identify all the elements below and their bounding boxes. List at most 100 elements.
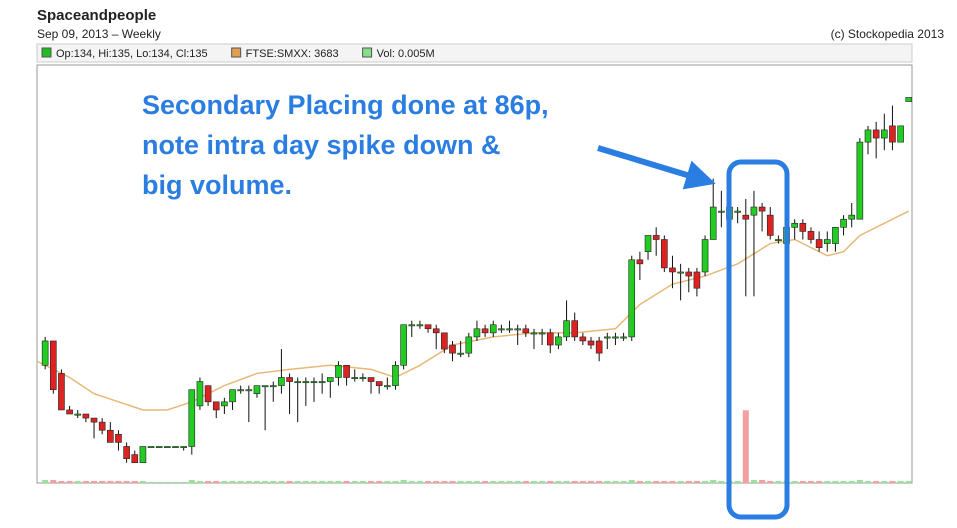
volume-bar [636, 480, 643, 483]
candle-body [41, 340, 49, 366]
volume-bar [750, 479, 757, 483]
volume-bar [433, 480, 440, 483]
candle-body [90, 417, 98, 423]
candle-body [506, 328, 513, 331]
volume-bar [881, 480, 888, 483]
volume-bar [270, 480, 277, 483]
candle-body [832, 227, 839, 244]
volume-bar [596, 480, 603, 483]
volume-bar [807, 480, 814, 483]
candle-body [172, 446, 179, 448]
volume-bar [579, 480, 586, 483]
candle-body [677, 271, 684, 274]
volume-bar [42, 479, 49, 483]
volume-bar [604, 480, 611, 483]
candle-body [98, 421, 106, 431]
volume-bar [791, 480, 798, 483]
volume-bar [408, 480, 415, 483]
volume-bar [311, 480, 318, 483]
candle-body [864, 129, 872, 143]
annotation-arrow [597, 145, 716, 190]
volume-bar [702, 480, 709, 483]
volume-bar [840, 480, 847, 483]
candle-body [709, 206, 717, 240]
candle-body [245, 389, 253, 392]
candle-body [107, 429, 114, 443]
candle-body [375, 381, 383, 386]
candle-body [294, 381, 302, 384]
candle-body [595, 340, 603, 354]
volume-bar [449, 480, 456, 483]
volume-bar [262, 480, 269, 483]
volume-bar [571, 480, 578, 483]
volume-bar [99, 480, 106, 483]
volume-bar [148, 481, 155, 483]
volume-bar [457, 480, 464, 483]
candle-body [416, 324, 424, 327]
candle-body [392, 365, 399, 386]
volume-bar [335, 480, 342, 483]
volume-bar [205, 480, 212, 483]
volume-bar [645, 480, 652, 483]
candle-body [489, 324, 497, 334]
volume-bar [653, 480, 660, 483]
volume-bar [465, 480, 472, 483]
candle-body [758, 206, 766, 212]
volume-bar [506, 480, 513, 483]
legend-bar [36, 43, 913, 63]
volume-bar [628, 479, 635, 483]
candle-body [693, 271, 701, 289]
volume-bar [237, 480, 244, 483]
candle-body [384, 385, 391, 388]
candle-body [147, 446, 155, 448]
candle-body [465, 336, 473, 354]
volume-bar [139, 480, 146, 483]
legend-swatch [41, 47, 52, 58]
candle-body [750, 206, 758, 216]
candle-body [791, 222, 798, 228]
legend-label: FTSE:SMXX: 3683 [246, 48, 339, 60]
candle-body [115, 434, 122, 443]
candle-body [58, 373, 65, 411]
candle-body [164, 446, 171, 448]
candle-body [441, 332, 448, 350]
volume-bar [482, 480, 489, 483]
candle-body [155, 446, 163, 448]
volume-bar [824, 480, 831, 483]
candle-body [514, 328, 521, 331]
candle-body [253, 385, 261, 395]
candle-body [636, 259, 644, 265]
candle-body [221, 401, 228, 407]
candle-body [481, 328, 489, 334]
volume-bar [718, 480, 725, 483]
candle-body [612, 336, 619, 339]
candle-body [424, 324, 432, 330]
volume-bar [685, 480, 692, 483]
volume-bar [759, 479, 766, 483]
volume-bar [539, 480, 546, 483]
candle-body [661, 239, 668, 269]
volume-bar [832, 480, 839, 483]
volume-bar [522, 480, 529, 483]
candle-body [669, 267, 676, 273]
candle-body [432, 328, 440, 334]
volume-bar [392, 480, 399, 483]
candle-body [546, 332, 554, 346]
volume-bar [848, 480, 855, 483]
candle-body [359, 377, 367, 379]
volume-bar [799, 480, 806, 483]
candle-body [799, 222, 807, 232]
candle-body [823, 239, 831, 244]
volume-bar [245, 480, 252, 483]
candle-body [139, 446, 147, 464]
candle-body [473, 328, 481, 338]
volume-bar [180, 481, 187, 483]
candle-body [196, 381, 204, 407]
volume-bar [547, 480, 554, 483]
volume-bar [278, 480, 285, 483]
candle-body [652, 235, 660, 240]
volume-bar [563, 480, 570, 483]
volume-bar [213, 480, 220, 483]
volume-bar [123, 480, 130, 483]
